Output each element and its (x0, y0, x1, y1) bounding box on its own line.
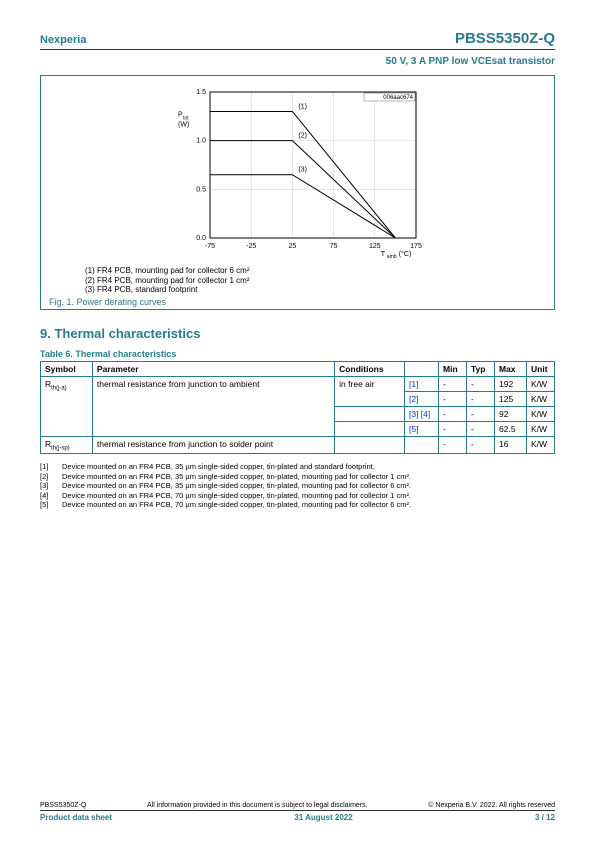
cell-unit: K/W (527, 436, 555, 454)
col-unit: Unit (527, 361, 555, 376)
page-header: Nexperia PBSS5350Z-Q (40, 30, 555, 50)
footer-date: 31 August 2022 (294, 813, 352, 822)
cell-ref: [2] (405, 391, 439, 406)
cell-typ: - (467, 406, 495, 421)
cell-max: 62.5 (495, 421, 527, 436)
footer-disclaimer: All information provided in this documen… (147, 802, 368, 809)
cell-unit: K/W (527, 376, 555, 391)
cell-conditions (335, 406, 405, 421)
cell-unit: K/W (527, 391, 555, 406)
cell-typ: - (467, 421, 495, 436)
col-typ: Typ (467, 361, 495, 376)
svg-text:175: 175 (410, 243, 422, 250)
cell-typ: - (467, 391, 495, 406)
cell-max: 125 (495, 391, 527, 406)
col-min: Min (439, 361, 467, 376)
page-footer: PBSS5350Z-Q All information provided in … (40, 802, 555, 822)
section-title: 9. Thermal characteristics (40, 326, 555, 341)
svg-text:(1): (1) (298, 103, 307, 110)
cell-typ: - (467, 436, 495, 454)
company-name: Nexperia (40, 34, 86, 46)
svg-text:1.0: 1.0 (196, 138, 206, 145)
svg-text:-25: -25 (246, 243, 256, 250)
cell-unit: K/W (527, 406, 555, 421)
table-caption: Table 6. Thermal characteristics (40, 349, 555, 359)
svg-text:(W): (W) (178, 121, 189, 128)
table-row: Rth(j-a)thermal resistance from junction… (41, 376, 555, 391)
footnote: [1]Device mounted on an FR4 PCB, 35 µm s… (40, 462, 555, 471)
svg-text:amb: amb (386, 254, 396, 260)
svg-text:125: 125 (368, 243, 380, 250)
cell-parameter: thermal resistance from junction to sold… (92, 436, 334, 454)
footnote: [2]Device mounted on an FR4 PCB, 35 µm s… (40, 472, 555, 481)
svg-text:1.5: 1.5 (196, 89, 206, 96)
col-ref (405, 361, 439, 376)
cell-max: 92 (495, 406, 527, 421)
col-max: Max (495, 361, 527, 376)
legend-line: (1) FR4 PCB, mounting pad for collector … (85, 266, 546, 276)
cell-ref: [1] (405, 376, 439, 391)
footer-copyright: © Nexperia B.V. 2022. All rights reserve… (428, 802, 555, 809)
cell-ref (405, 436, 439, 454)
part-number: PBSS5350Z-Q (455, 30, 555, 47)
cell-min: - (439, 406, 467, 421)
footnote: [4]Device mounted on an FR4 PCB, 70 µm s… (40, 491, 555, 500)
svg-text:0.0: 0.0 (196, 235, 206, 242)
svg-text:25: 25 (288, 243, 296, 250)
footer-page: 3 / 12 (535, 813, 555, 822)
footer-part: PBSS5350Z-Q (40, 802, 86, 809)
svg-text:(2): (2) (298, 133, 307, 140)
cell-symbol: Rth(j-a) (41, 376, 93, 436)
svg-text:006aac674: 006aac674 (383, 95, 413, 101)
footnote: [3]Device mounted on an FR4 PCB, 35 µm s… (40, 481, 555, 490)
cell-symbol: Rth(j-sp) (41, 436, 93, 454)
subtitle: 50 V, 3 A PNP low VCEsat transistor (40, 56, 555, 67)
table-header-row: Symbol Parameter Conditions Min Typ Max … (41, 361, 555, 376)
svg-text:-75: -75 (204, 243, 214, 250)
figure-box: -75 -25 25 75 125 175 0.0 0.5 1.0 1.5 (1) (2) (3) 006… (40, 75, 555, 310)
legend-line: (3) FR4 PCB, standard footprint (85, 285, 546, 295)
svg-text:T: T (380, 251, 385, 258)
svg-text:(°C): (°C) (398, 250, 411, 258)
cell-max: 16 (495, 436, 527, 454)
footnotes: [1]Device mounted on an FR4 PCB, 35 µm s… (40, 462, 555, 509)
cell-min: - (439, 421, 467, 436)
figure-legend: (1) FR4 PCB, mounting pad for collector … (85, 266, 546, 295)
svg-text:0.5: 0.5 (196, 186, 206, 193)
cell-ref: [3] [4] (405, 406, 439, 421)
cell-conditions (335, 436, 405, 454)
cell-min: - (439, 436, 467, 454)
cell-ref: [5] (405, 421, 439, 436)
figure-caption: Fig. 1. Power derating curves (49, 297, 546, 307)
cell-unit: K/W (527, 421, 555, 436)
footer-doc-type: Product data sheet (40, 813, 112, 822)
cell-conditions: in free air (335, 376, 405, 406)
footnote: [5]Device mounted on an FR4 PCB, 70 µm s… (40, 500, 555, 509)
col-conditions: Conditions (335, 361, 405, 376)
thermal-table: Symbol Parameter Conditions Min Typ Max … (40, 361, 555, 455)
cell-min: - (439, 391, 467, 406)
cell-min: - (439, 376, 467, 391)
power-derating-chart: -75 -25 25 75 125 175 0.0 0.5 1.0 1.5 (1) (2) (3) 006… (168, 82, 428, 262)
col-parameter: Parameter (92, 361, 334, 376)
cell-typ: - (467, 376, 495, 391)
cell-parameter: thermal resistance from junction to ambi… (92, 376, 334, 436)
svg-text:75: 75 (329, 243, 337, 250)
cell-max: 192 (495, 376, 527, 391)
col-symbol: Symbol (41, 361, 93, 376)
svg-text:(3): (3) (298, 167, 307, 174)
cell-conditions (335, 421, 405, 436)
legend-line: (2) FR4 PCB, mounting pad for collector … (85, 276, 546, 286)
table-row: Rth(j-sp)thermal resistance from junctio… (41, 436, 555, 454)
